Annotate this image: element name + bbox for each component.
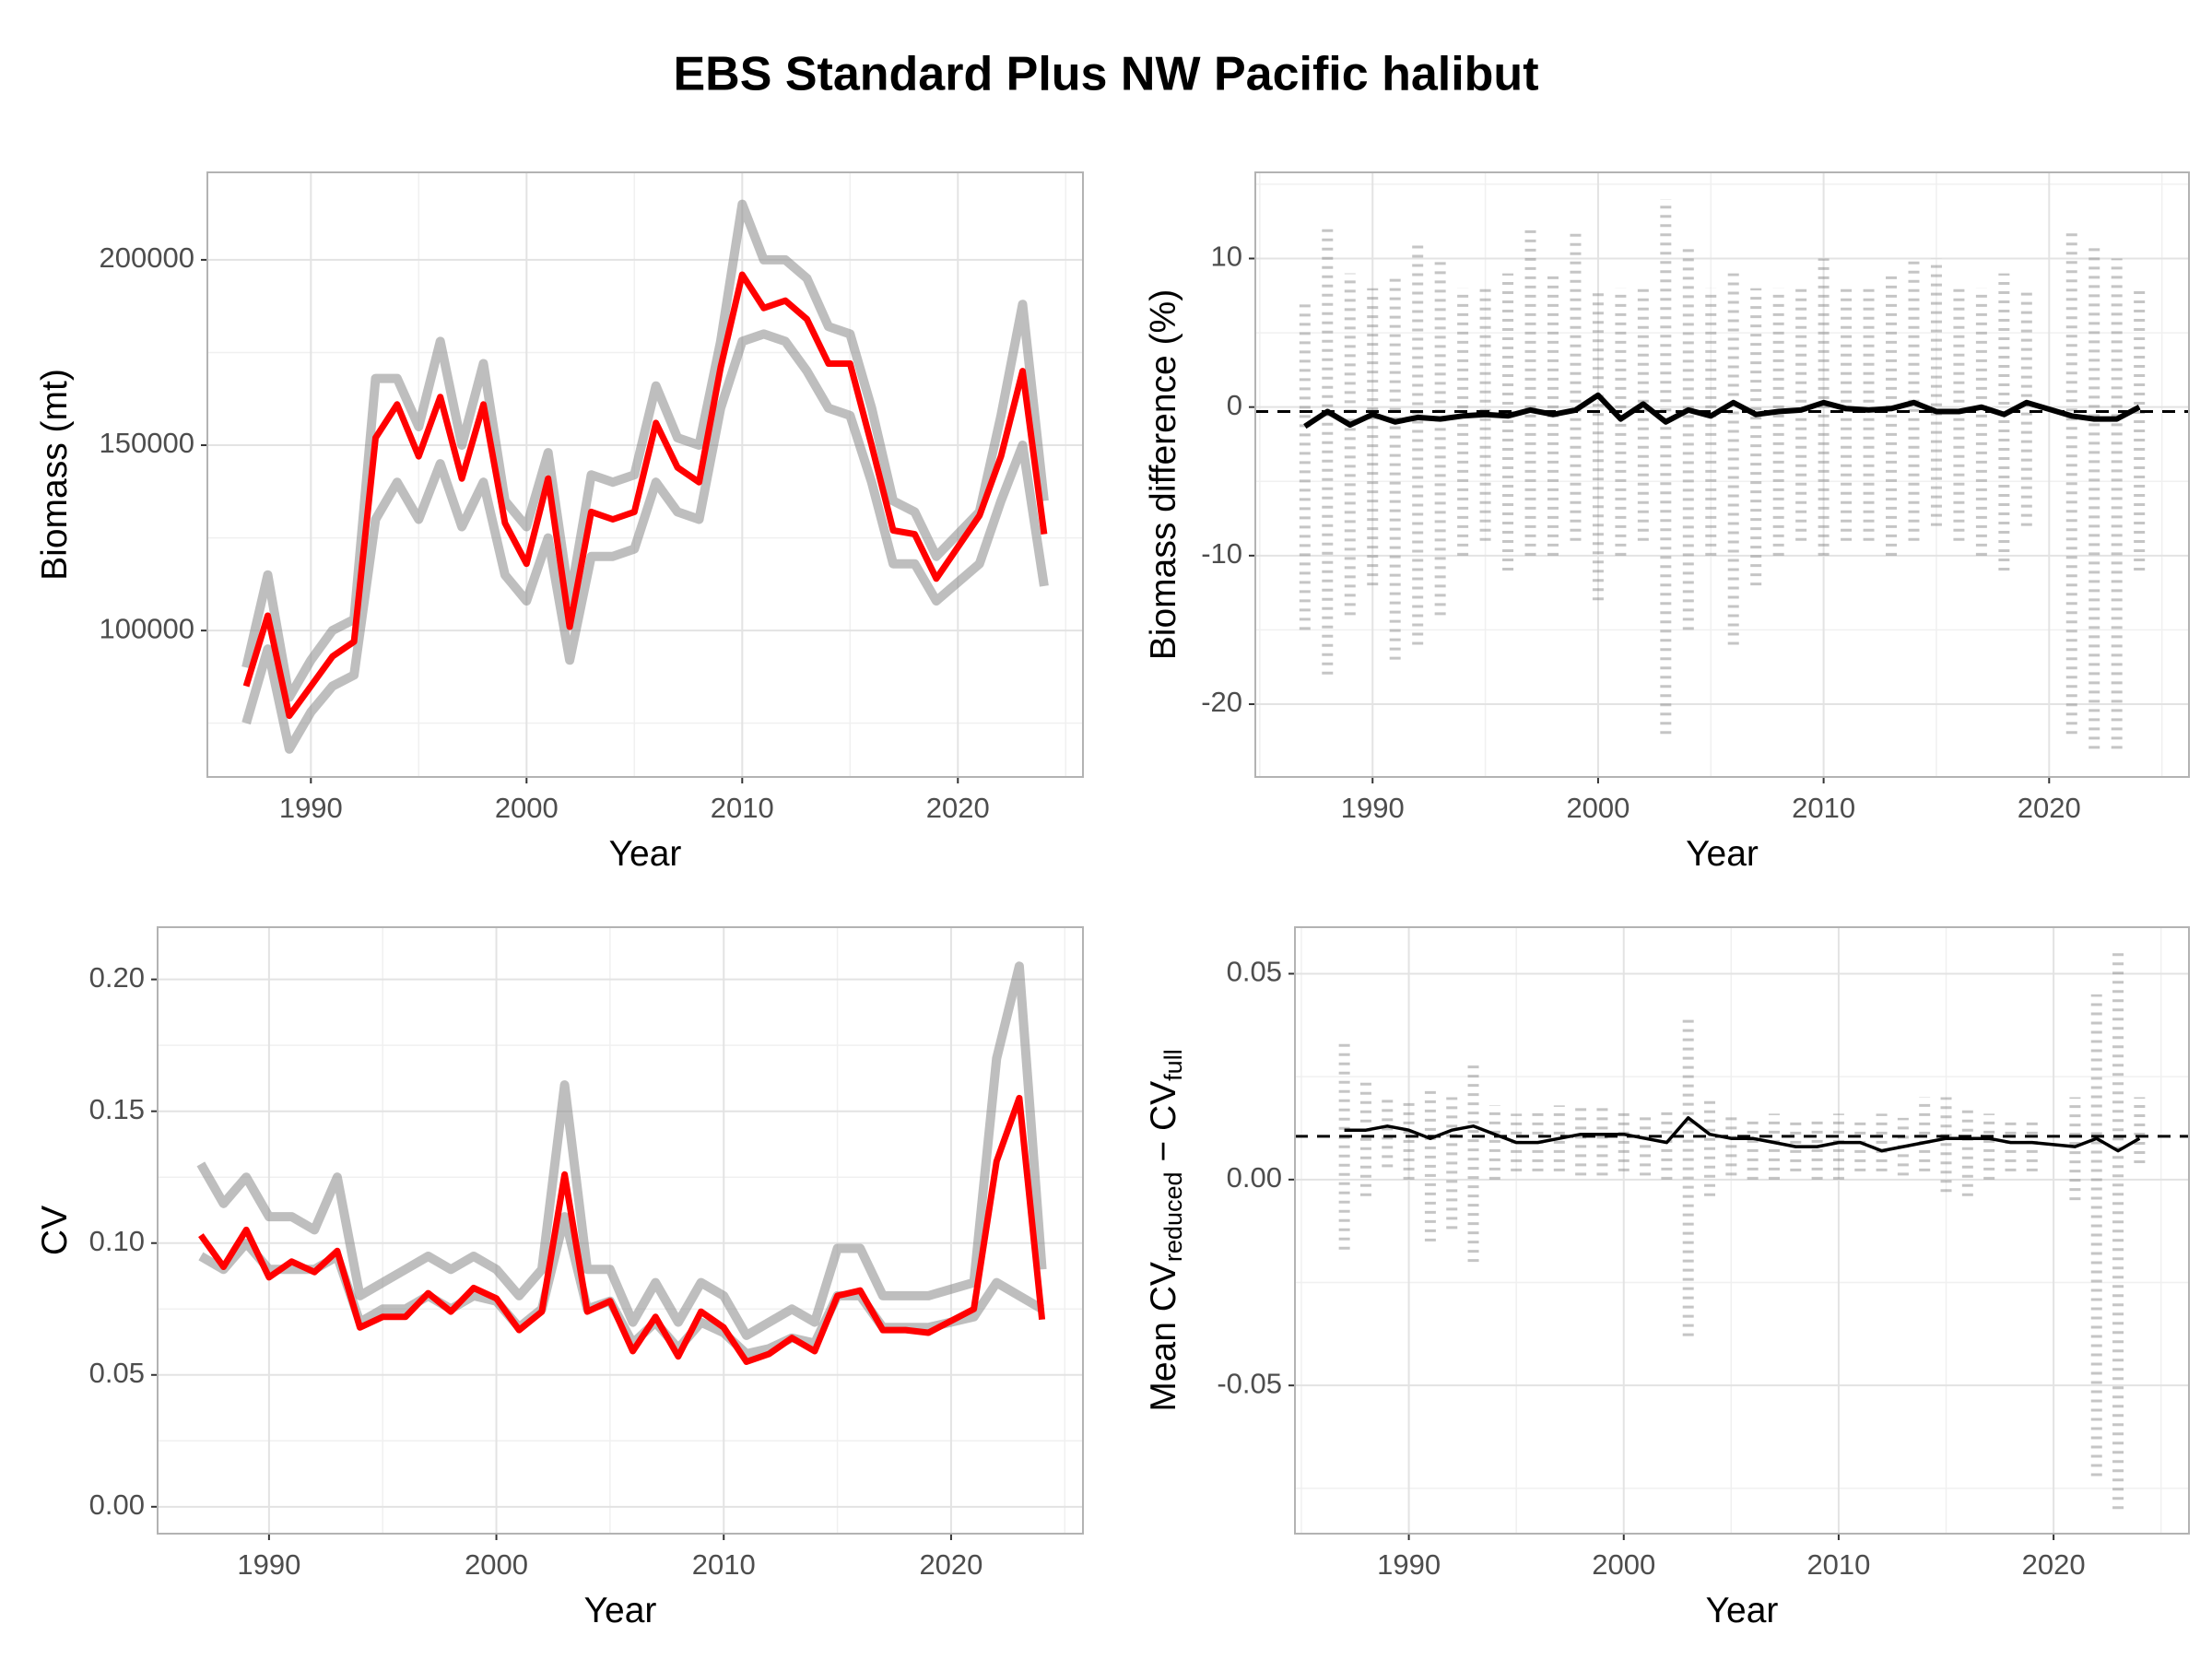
y-axis-title: CV	[35, 1206, 75, 1255]
x-tick-label: 1990	[279, 792, 343, 824]
x-axis-title: Year	[584, 1591, 657, 1630]
x-tick-label: 2000	[495, 792, 559, 824]
panel-border	[206, 171, 1084, 778]
y-tick-label: 200000	[100, 241, 194, 274]
x-axis-title: Year	[609, 834, 682, 874]
series-line	[198, 1094, 1046, 1365]
plot-area	[196, 961, 1047, 1365]
panel-border	[1294, 926, 2190, 1535]
series-line	[241, 199, 1049, 702]
y-tick-label: 0.15	[89, 1093, 145, 1125]
y-axis-title-part: − CV	[1144, 1081, 1183, 1172]
x-axis-title: Year	[1686, 834, 1759, 874]
x-tick-label: 2020	[926, 792, 990, 824]
figure-title: EBS Standard Plus NW Pacific halibut	[673, 48, 1538, 101]
y-tick-label: 100000	[100, 612, 194, 644]
y-tick-label: 150000	[100, 427, 194, 459]
series-line	[242, 271, 1048, 720]
y-axis-title-part: reduced	[1159, 1171, 1187, 1262]
series-line	[1303, 392, 2141, 429]
y-tick-label: 0.00	[89, 1488, 145, 1521]
panel-border	[157, 926, 1084, 1535]
y-tick-label: -20	[1201, 686, 1242, 718]
y-axis-title-part: Biomass difference (%)	[1144, 289, 1183, 660]
y-tick-label: 0.10	[89, 1225, 145, 1257]
x-tick-label: 2010	[711, 792, 774, 824]
x-tick-label: 2000	[1566, 792, 1630, 824]
y-axis-title-part: full	[1159, 1049, 1187, 1081]
y-tick-label: -0.05	[1217, 1367, 1282, 1399]
y-axis-title: Mean CVreduced − CVfull	[1144, 1049, 1187, 1411]
y-tick-label: 0.05	[89, 1357, 145, 1389]
x-tick-label: 2020	[2018, 792, 2081, 824]
y-tick-label: 0.00	[1227, 1161, 1282, 1194]
plot-area	[1255, 199, 2189, 749]
x-tick-label: 2010	[1806, 1548, 1870, 1581]
x-tick-label: 2020	[919, 1548, 982, 1581]
plot-area	[1295, 953, 2189, 1510]
x-tick-label: 2010	[1792, 792, 1855, 824]
y-axis-title-part: Biomass (mt)	[35, 369, 75, 581]
y-axis-title: Biomass difference (%)	[1144, 289, 1183, 660]
x-tick-label: 1990	[1341, 792, 1405, 824]
y-axis-title-part: Mean CV	[1144, 1262, 1183, 1412]
y-tick-label: 0.05	[1227, 956, 1282, 988]
x-tick-label: 2010	[692, 1548, 756, 1581]
series-line	[241, 329, 1049, 754]
x-tick-label: 1990	[1377, 1548, 1441, 1581]
plot-area	[241, 199, 1049, 754]
series-line	[196, 961, 1047, 1340]
series-line	[1344, 1116, 2141, 1153]
y-tick-label: -10	[1201, 537, 1242, 570]
x-axis-title: Year	[1706, 1591, 1779, 1630]
panel-border	[1254, 171, 2190, 778]
y-tick-label: 0	[1227, 389, 1242, 421]
x-tick-label: 2020	[2022, 1548, 2086, 1581]
x-tick-label: 2000	[1592, 1548, 1655, 1581]
x-tick-label: 1990	[237, 1548, 300, 1581]
y-tick-label: 0.20	[89, 961, 145, 994]
x-tick-label: 2000	[465, 1548, 528, 1581]
y-axis-title-part: CV	[35, 1206, 75, 1255]
y-tick-label: 10	[1211, 241, 1242, 273]
y-axis-title: Biomass (mt)	[35, 369, 75, 581]
